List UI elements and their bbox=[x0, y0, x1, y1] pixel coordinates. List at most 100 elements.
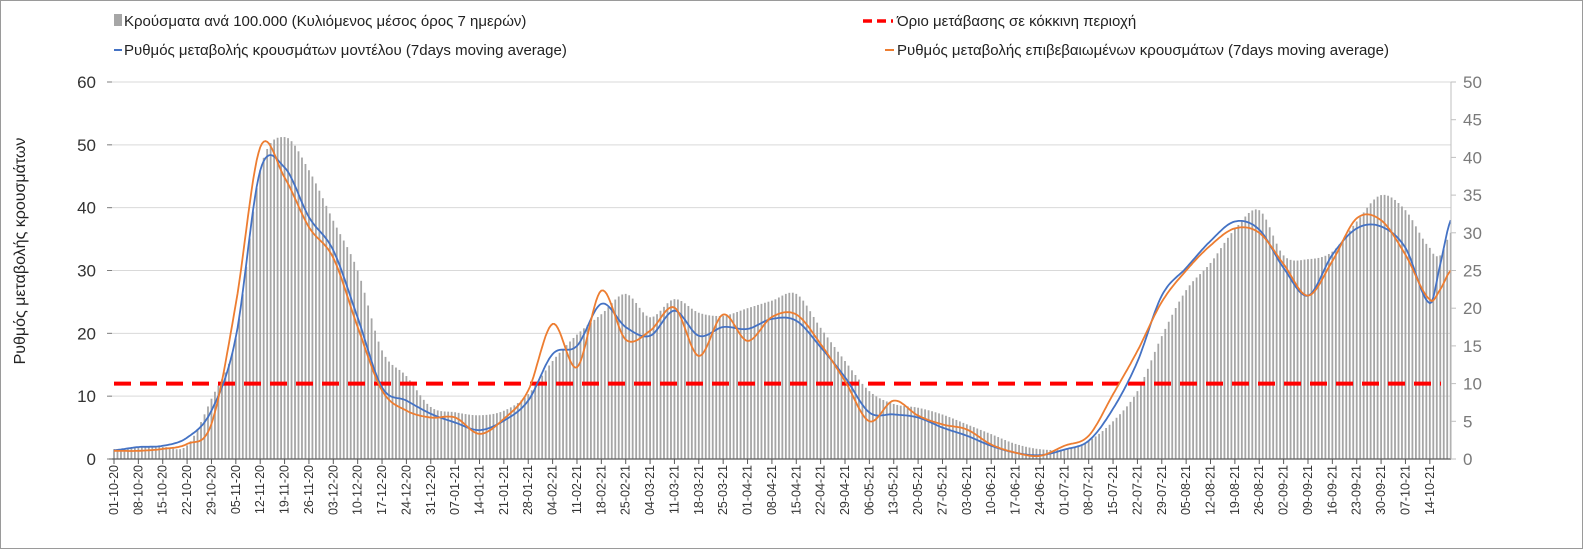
case-bar bbox=[1293, 260, 1295, 459]
case-bar bbox=[715, 315, 718, 459]
case-bar bbox=[1428, 247, 1431, 459]
case-bar bbox=[468, 414, 470, 459]
case-bar bbox=[179, 449, 182, 459]
case-bar bbox=[398, 369, 401, 459]
left-tick-label: 30 bbox=[77, 262, 96, 281]
case-bar bbox=[1338, 244, 1341, 459]
case-bar bbox=[325, 205, 328, 459]
case-bar bbox=[1355, 221, 1358, 459]
case-bar bbox=[614, 299, 617, 459]
case-bar bbox=[621, 294, 624, 459]
case-bar bbox=[1014, 443, 1017, 459]
case-bar bbox=[1390, 197, 1393, 459]
case-bar bbox=[133, 447, 136, 459]
case-bar bbox=[1373, 199, 1376, 459]
left-tick-label: 10 bbox=[77, 387, 96, 406]
case-bar bbox=[1282, 255, 1285, 459]
case-bar bbox=[294, 145, 296, 459]
case-bar bbox=[840, 356, 843, 459]
case-bar bbox=[388, 361, 390, 459]
case-bar bbox=[221, 379, 223, 459]
case-bar bbox=[878, 398, 881, 459]
case-bar bbox=[1101, 431, 1104, 459]
case-bar bbox=[461, 413, 463, 459]
right-axis-tick-labels: 0 5 10 15 20 25 30 35 40 45 50 bbox=[1463, 73, 1482, 469]
case-bar bbox=[1021, 445, 1024, 459]
legend-label-cases: Κρούσματα ανά 100.000 (Κυλιόμενος μέσος … bbox=[124, 13, 526, 30]
left-tick-label: 0 bbox=[87, 450, 96, 469]
case-bar bbox=[809, 311, 812, 459]
x-tick-label: 04-03-21 bbox=[643, 465, 657, 515]
confirmed-rate-line bbox=[114, 140, 1452, 457]
legend-item-model-rate[interactable]: Ρυθμός μεταβολής κρουσμάτων μοντέλου (7d… bbox=[114, 42, 567, 59]
case-bar bbox=[1411, 220, 1414, 459]
case-bar bbox=[381, 350, 383, 459]
case-bar bbox=[885, 401, 888, 459]
case-bar bbox=[245, 266, 248, 459]
case-bar bbox=[308, 170, 310, 459]
case-bar bbox=[1112, 421, 1114, 459]
x-tick-label: 07-10-21 bbox=[1398, 465, 1412, 515]
x-tick-label: 26-11-20 bbox=[302, 465, 316, 514]
case-bar bbox=[443, 411, 446, 459]
case-bar bbox=[1153, 351, 1156, 459]
case-bar bbox=[875, 396, 878, 459]
x-tick-label: 30-09-21 bbox=[1374, 465, 1388, 515]
case-bar bbox=[1066, 448, 1069, 459]
case-bar bbox=[509, 407, 512, 459]
x-tick-label: 01-04-21 bbox=[741, 465, 755, 515]
case-bar bbox=[844, 360, 846, 459]
case-bar bbox=[283, 137, 286, 460]
case-bar bbox=[537, 380, 540, 459]
case-bar bbox=[1025, 446, 1027, 459]
case-bar bbox=[342, 240, 345, 459]
case-bar bbox=[1146, 368, 1149, 459]
case-bar bbox=[332, 220, 335, 459]
case-bar bbox=[301, 157, 303, 459]
case-bar bbox=[1227, 237, 1229, 459]
case-bar bbox=[565, 345, 568, 459]
right-tick-label: 35 bbox=[1463, 186, 1482, 205]
x-tick-label: 01-10-20 bbox=[107, 465, 121, 515]
case-bar bbox=[673, 299, 676, 459]
case-bar bbox=[882, 400, 885, 459]
case-bar bbox=[972, 427, 975, 459]
case-bar bbox=[140, 447, 143, 459]
case-bar bbox=[210, 398, 213, 459]
case-bar bbox=[551, 360, 554, 459]
legend-item-threshold[interactable]: Όριο μετάβασης σε κόκκινη περιοχή bbox=[863, 13, 1136, 30]
case-bar bbox=[945, 415, 947, 459]
x-tick-label: 29-10-20 bbox=[204, 465, 218, 515]
case-bar bbox=[1178, 301, 1181, 459]
case-bar bbox=[339, 234, 342, 459]
case-bar bbox=[652, 316, 655, 459]
case-bar bbox=[861, 383, 864, 459]
legend-item-confirmed-rate[interactable]: Ρυθμός μεταβολής επιβεβαιωμένων κρουσμάτ… bbox=[885, 42, 1389, 59]
case-bar bbox=[280, 137, 282, 459]
case-bar bbox=[255, 188, 258, 459]
case-bar bbox=[677, 299, 679, 459]
case-bar bbox=[314, 183, 317, 459]
legend-item-cases[interactable]: Κρούσματα ανά 100.000 (Κυλιόμενος μέσος … bbox=[114, 13, 526, 30]
case-bar bbox=[986, 432, 989, 459]
case-bar bbox=[913, 407, 916, 459]
case-bar bbox=[952, 418, 954, 459]
case-bar bbox=[1199, 274, 1201, 459]
case-bar bbox=[248, 238, 251, 459]
axes bbox=[107, 81, 1456, 464]
case-bar bbox=[1279, 250, 1282, 459]
x-tick-label: 10-12-20 bbox=[351, 465, 365, 515]
case-bar bbox=[812, 316, 815, 459]
case-bar bbox=[1139, 384, 1142, 459]
case-bar bbox=[1056, 449, 1059, 459]
legend-label-threshold: Όριο μετάβασης σε κόκκινη περιοχή bbox=[896, 13, 1136, 30]
legend-bar-swatch bbox=[114, 14, 122, 26]
left-tick-label: 40 bbox=[77, 199, 96, 218]
case-bar bbox=[854, 375, 857, 459]
case-bar bbox=[1105, 428, 1107, 459]
case-bar bbox=[701, 313, 704, 459]
case-bar bbox=[830, 342, 832, 459]
case-bar bbox=[158, 447, 161, 459]
case-bar bbox=[1240, 220, 1243, 459]
